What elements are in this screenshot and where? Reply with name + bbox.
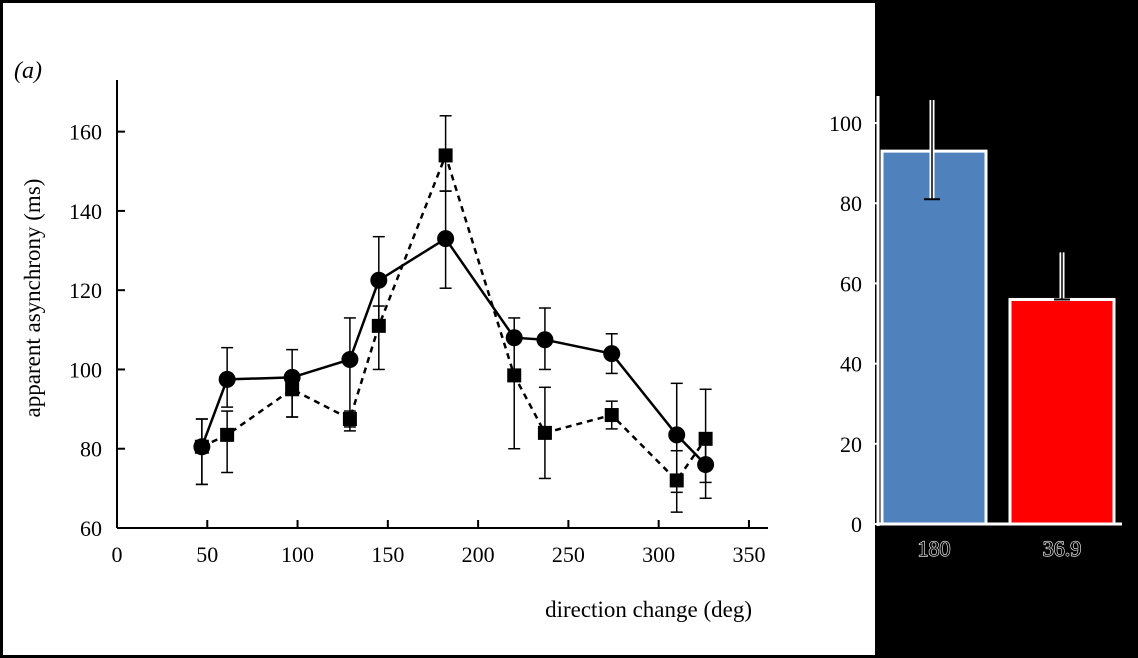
panel-b-y-tick-label: 20 xyxy=(840,432,862,457)
panel-a-point-square xyxy=(537,425,552,440)
panel-a-point-square xyxy=(507,368,522,383)
panel-a-y-tick-label: 160 xyxy=(69,120,102,145)
panel-a-x-tick-label: 350 xyxy=(732,542,765,567)
panel-b-bar xyxy=(1008,297,1116,526)
panel-a-point-circle xyxy=(437,230,455,248)
panel-a-x-tick-label: 0 xyxy=(112,542,123,567)
panel-b-bar xyxy=(880,149,988,526)
panel-a-x-tick-label: 300 xyxy=(642,542,675,567)
panel-a-y-tick-label: 100 xyxy=(69,357,102,382)
panel-a-point-square xyxy=(438,148,453,163)
panel-a-point-square xyxy=(285,382,300,397)
panel-a-point-circle xyxy=(536,331,554,349)
panel-a-point-square xyxy=(342,412,357,426)
panel-b-y-tick-label: 40 xyxy=(840,352,862,377)
panel-b-bar-group: 36.9 xyxy=(1008,250,1116,562)
panel-a-x-axis-label: direction change (deg) xyxy=(545,597,752,622)
panel-a-x-tick-label: 100 xyxy=(281,542,314,567)
panel-a-series-1-line xyxy=(200,237,707,466)
panel-a-series-2-line xyxy=(201,151,707,483)
panel-b-bars: 180 36.9 xyxy=(880,98,1116,562)
panel-b-label: (b) xyxy=(822,58,850,84)
panel-a-point-square xyxy=(669,473,684,488)
panel-a-x-tick-label: 250 xyxy=(552,542,585,567)
panel-a-point-square xyxy=(371,318,386,333)
panel-a-series xyxy=(193,115,715,513)
panel-b-y-tick-label: 100 xyxy=(829,111,862,136)
panel-a-point-circle xyxy=(603,345,621,363)
panel-a-point-square xyxy=(220,427,235,442)
panel-a-background xyxy=(3,3,875,655)
panel-a-x-tick-label: 150 xyxy=(371,542,404,567)
panel-a-series-1 xyxy=(193,190,715,494)
panel-a-point-square xyxy=(194,439,209,454)
panel-a-point-circle xyxy=(218,370,236,388)
panel-a-y-tick-label: 120 xyxy=(69,278,102,303)
panel-b-ticks: 0 20 40 60 80 100 xyxy=(829,111,878,537)
panel-a-point-square xyxy=(604,408,619,423)
panel-a-series-2 xyxy=(194,115,713,513)
panel-a-ticks: 0 50 100 150 200 250 300 350 60 80 100 120 140 160 xyxy=(69,120,765,567)
panel-a-point-circle xyxy=(341,351,359,369)
panel-a-point-circle xyxy=(370,271,388,289)
panel-b-bar-group: 180 xyxy=(880,98,988,562)
panel-b-category-label: 36.9 xyxy=(1043,536,1082,561)
panel-a-x-tick-label: 200 xyxy=(462,542,495,567)
panel-a: (a) direction change (deg) apparent asyn… xyxy=(14,58,768,622)
panel-b: (b) 0 20 40 60 80 100 180 36.9 xyxy=(822,58,1122,562)
panel-b-category-label: 180 xyxy=(918,536,951,561)
panel-b-y-tick-label: 0 xyxy=(851,512,862,537)
panel-a-y-tick-label: 60 xyxy=(80,516,102,541)
panel-b-y-tick-label: 60 xyxy=(840,271,862,296)
panel-a-label: (a) xyxy=(14,58,42,84)
panel-a-x-tick-label: 50 xyxy=(196,542,218,567)
panel-a-y-axis-label: apparent asynchrony (ms) xyxy=(20,179,45,418)
panel-a-y-tick-label: 80 xyxy=(80,437,102,462)
panel-a-point-square xyxy=(698,431,713,446)
panel-a-point-circle xyxy=(668,426,686,444)
panel-b-y-tick-label: 80 xyxy=(840,191,862,216)
panel-a-point-circle xyxy=(505,329,523,347)
panel-a-y-tick-label: 140 xyxy=(69,199,102,224)
